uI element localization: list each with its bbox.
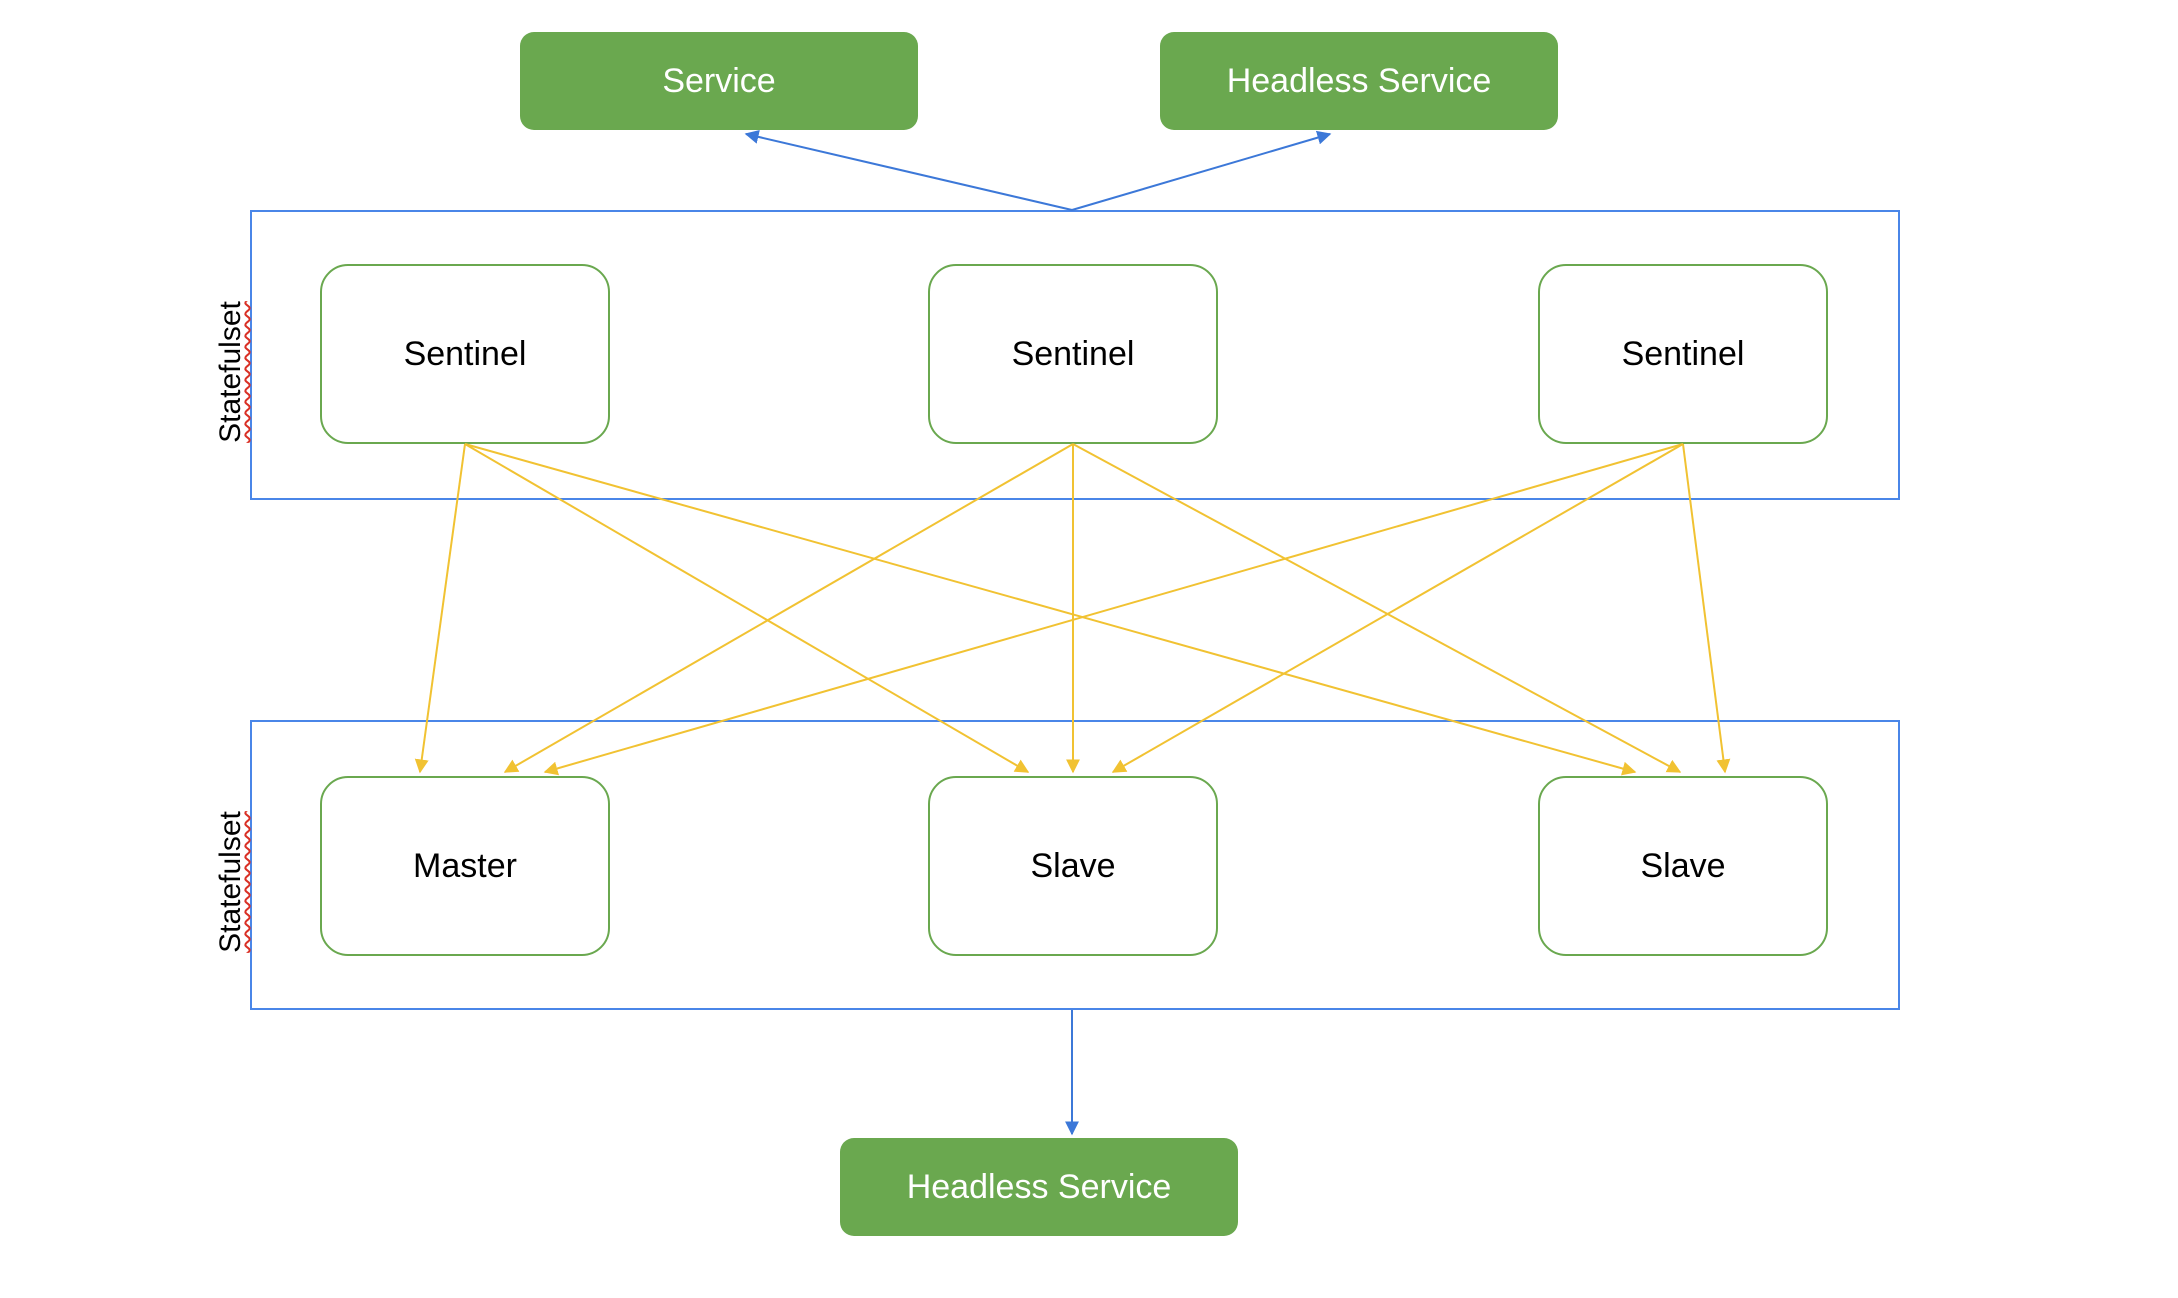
statefulset-lower-label: Statefulset bbox=[214, 811, 248, 953]
service-label: Headless Service bbox=[907, 1168, 1172, 1207]
node-label: Slave bbox=[1640, 847, 1725, 886]
node-master: Master bbox=[320, 776, 610, 956]
node-label: Sentinel bbox=[1622, 335, 1745, 374]
arrows-overlay bbox=[0, 0, 2178, 1298]
node-label: Sentinel bbox=[1012, 335, 1135, 374]
node-label: Master bbox=[413, 847, 517, 886]
statefulset-upper-label: Statefulset bbox=[214, 301, 248, 443]
service-label: Headless Service bbox=[1227, 62, 1492, 101]
service-box-service: Service bbox=[520, 32, 918, 130]
node-label: Slave bbox=[1030, 847, 1115, 886]
node-slave-2: Slave bbox=[1538, 776, 1828, 956]
node-slave-1: Slave bbox=[928, 776, 1218, 956]
service-box-headless-top: Headless Service bbox=[1160, 32, 1558, 130]
node-sentinel-3: Sentinel bbox=[1538, 264, 1828, 444]
node-sentinel-2: Sentinel bbox=[928, 264, 1218, 444]
node-sentinel-1: Sentinel bbox=[320, 264, 610, 444]
service-box-headless-bottom: Headless Service bbox=[840, 1138, 1238, 1236]
node-label: Sentinel bbox=[404, 335, 527, 374]
service-label: Service bbox=[662, 62, 775, 101]
